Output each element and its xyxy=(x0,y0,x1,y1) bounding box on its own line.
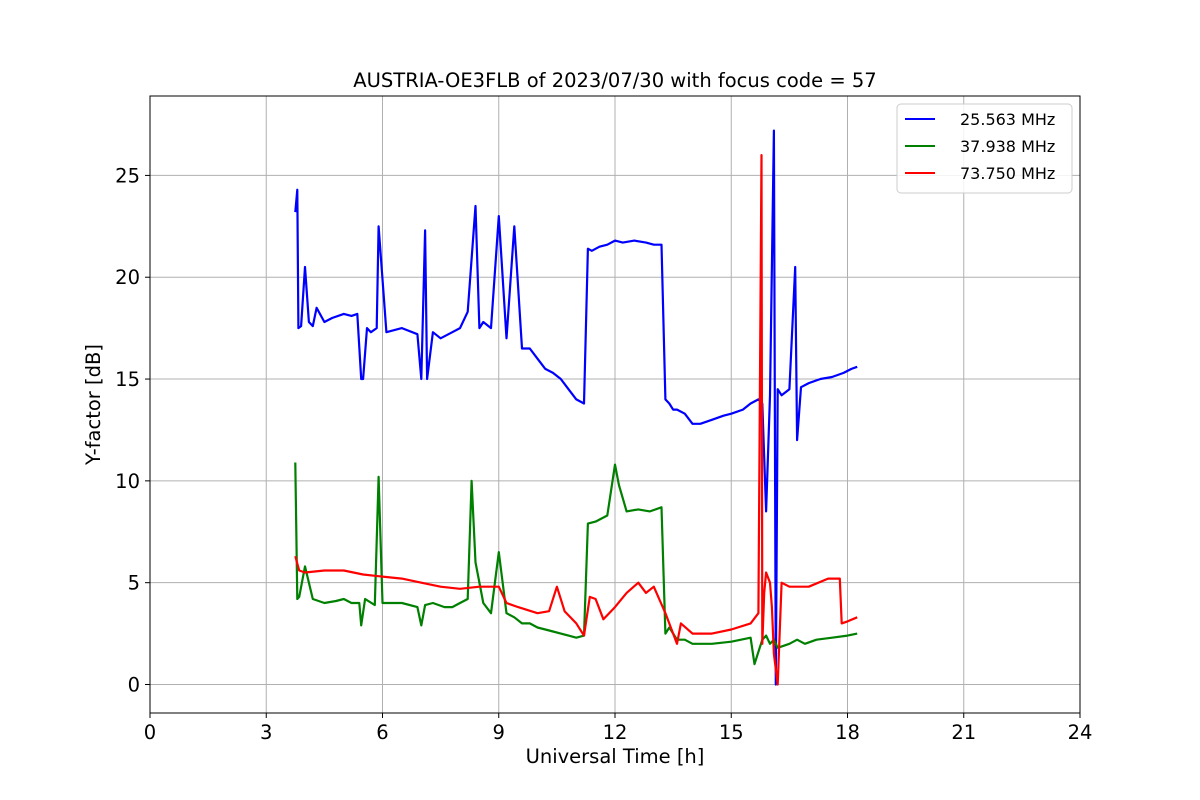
x-tick-label: 15 xyxy=(719,721,744,744)
x-axis-ticks: 0 3 6 9 12 15 18 21 24 xyxy=(144,713,1093,744)
y-tick-label: 20 xyxy=(115,266,140,289)
y-tick-label: 25 xyxy=(115,164,140,187)
x-axis-label: Universal Time [h] xyxy=(526,745,705,768)
series-line-3 xyxy=(294,154,858,686)
legend-label: 73.750 MHz xyxy=(960,164,1055,183)
legend-label: 37.938 MHz xyxy=(960,137,1055,156)
x-tick-label: 9 xyxy=(493,721,505,744)
y-tick-label: 5 xyxy=(128,572,140,595)
x-tick-label: 18 xyxy=(835,721,860,744)
x-tick-label: 6 xyxy=(376,721,388,744)
x-tick-label: 0 xyxy=(144,721,156,744)
y-axis-ticks: 0 5 10 15 20 25 xyxy=(115,164,150,696)
series-layer xyxy=(294,129,858,686)
series-line-1 xyxy=(294,129,858,686)
x-tick-label: 12 xyxy=(603,721,628,744)
x-tick-label: 21 xyxy=(951,721,976,744)
y-axis-label: Y-factor [dB] xyxy=(82,344,105,466)
chart-title: AUSTRIA-OE3FLB of 2023/07/30 with focus … xyxy=(353,69,876,92)
legend-label: 25.563 MHz xyxy=(960,110,1055,129)
legend: 25.563 MHz 37.938 MHz 73.750 MHz xyxy=(896,103,1073,194)
y-tick-label: 0 xyxy=(128,673,140,696)
x-tick-label: 3 xyxy=(260,721,272,744)
y-tick-label: 10 xyxy=(115,470,140,493)
x-tick-label: 24 xyxy=(1068,721,1093,744)
y-tick-label: 15 xyxy=(115,368,140,391)
legend-frame xyxy=(896,103,1073,194)
grid xyxy=(149,96,1081,713)
series-line-2 xyxy=(294,462,858,666)
